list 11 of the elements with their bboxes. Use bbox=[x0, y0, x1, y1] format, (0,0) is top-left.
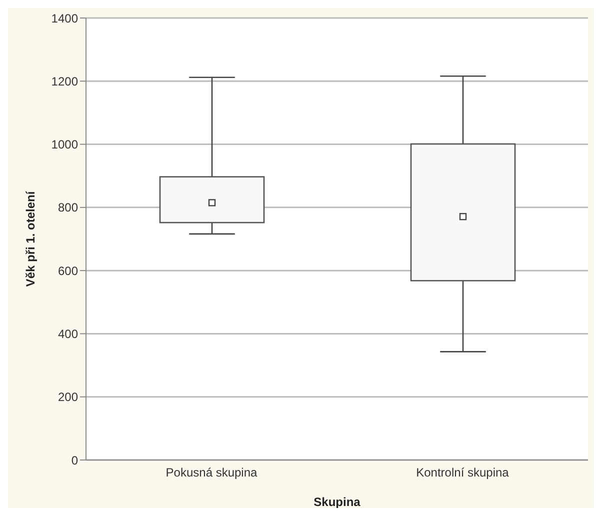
y-tick-label: 0 bbox=[71, 453, 78, 468]
y-tick-label: 1000 bbox=[51, 138, 78, 152]
y-tick-label: 600 bbox=[58, 264, 78, 278]
y-tick-label: 1400 bbox=[51, 11, 78, 26]
y-tick-label: 200 bbox=[58, 390, 78, 404]
x-tick-label: Pokusná skupina bbox=[166, 466, 258, 480]
y-axis-title: Věk při 1. otelení bbox=[23, 190, 38, 287]
y-tick-label: 800 bbox=[58, 200, 78, 215]
y-tick-label: 400 bbox=[58, 326, 78, 341]
y-tick-label: 1200 bbox=[51, 74, 78, 88]
x-tick-label: Kontrolní skupina bbox=[416, 466, 510, 480]
